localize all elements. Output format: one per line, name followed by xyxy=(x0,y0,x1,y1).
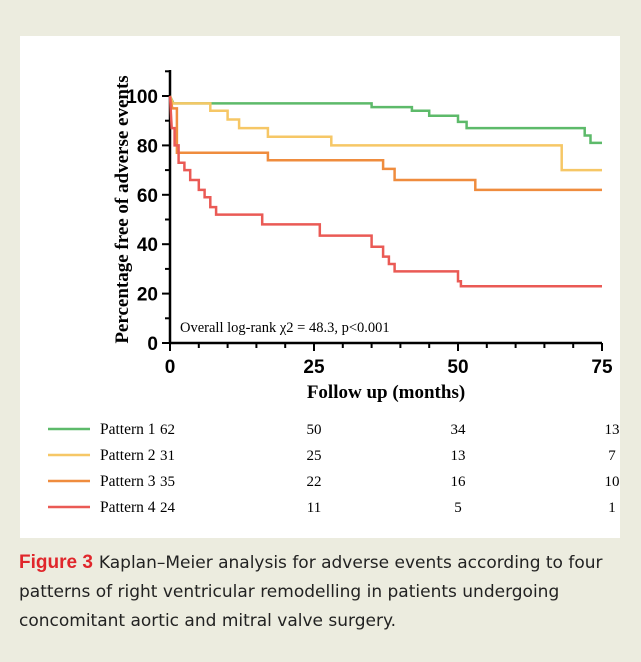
x-tick-label: 50 xyxy=(447,357,468,378)
figure-caption: Figure 3 Kaplan–Meier analysis for advers… xyxy=(19,548,623,636)
at-risk-count: 5 xyxy=(454,500,462,516)
x-axis-label: Follow up (months) xyxy=(307,382,465,403)
at-risk-count: 11 xyxy=(307,500,321,516)
at-risk-count: 10 xyxy=(605,474,620,490)
at-risk-count: 25 xyxy=(307,448,322,464)
at-risk-count: 35 xyxy=(160,474,175,490)
at-risk-count: 1 xyxy=(608,500,616,516)
y-tick-label: 20 xyxy=(137,285,158,306)
legend-label: Pattern 1 xyxy=(100,421,156,438)
caption-text: Kaplan–Meier analysis for adverse events… xyxy=(19,553,603,631)
series-line-pattern-2 xyxy=(168,95,602,172)
at-risk-count: 13 xyxy=(451,448,466,464)
chart-panel: 0 20 40 60 80 100 0 25 50 75 Follow up (months) Per… xyxy=(20,36,620,538)
legend-label: Pattern 4 xyxy=(100,499,156,516)
y-tick-label: 80 xyxy=(137,136,158,157)
x-tick-label: 0 xyxy=(165,357,176,378)
y-tick-label: 100 xyxy=(126,87,158,108)
x-tick-label: 75 xyxy=(591,357,613,378)
at-risk-count: 13 xyxy=(605,422,620,438)
legend-label: Pattern 3 xyxy=(100,473,156,490)
y-tick-label: 60 xyxy=(137,186,158,207)
series-line-pattern-1 xyxy=(168,95,602,145)
series-line-pattern-4 xyxy=(168,95,602,288)
x-tick-label: 25 xyxy=(303,357,325,378)
at-risk-count: 50 xyxy=(307,422,322,438)
logrank-annotation: Overall log-rank χ2 = 48.3, p<0.001 xyxy=(180,320,390,336)
y-tick-label: 0 xyxy=(147,334,158,355)
at-risk-count: 24 xyxy=(160,500,176,516)
figure-label: Figure 3 xyxy=(19,552,93,573)
at-risk-count: 62 xyxy=(160,422,175,438)
at-risk-count: 34 xyxy=(451,422,467,438)
series-line-pattern-3 xyxy=(168,95,602,192)
at-risk-count: 31 xyxy=(160,448,175,464)
legend-label: Pattern 2 xyxy=(100,447,156,464)
y-tick-label: 40 xyxy=(137,235,158,256)
at-risk-count: 16 xyxy=(451,474,467,490)
at-risk-count: 7 xyxy=(608,448,616,464)
y-axis-label: Percentage free of adverse events xyxy=(112,75,133,343)
at-risk-count: 22 xyxy=(307,474,322,490)
